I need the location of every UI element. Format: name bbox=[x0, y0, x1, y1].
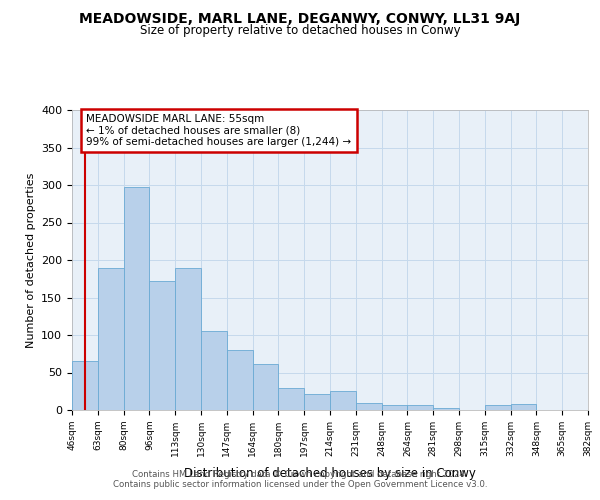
Bar bbox=[253, 364, 278, 410]
Bar bbox=[124, 187, 149, 410]
Bar bbox=[175, 268, 201, 410]
Bar bbox=[278, 388, 304, 410]
Bar bbox=[227, 350, 253, 410]
Y-axis label: Number of detached properties: Number of detached properties bbox=[26, 172, 35, 348]
X-axis label: Distribution of detached houses by size in Conwy: Distribution of detached houses by size … bbox=[184, 467, 476, 480]
Text: MEADOWSIDE, MARL LANE, DEGANWY, CONWY, LL31 9AJ: MEADOWSIDE, MARL LANE, DEGANWY, CONWY, L… bbox=[79, 12, 521, 26]
Bar bbox=[511, 404, 536, 410]
Bar bbox=[433, 408, 459, 410]
Bar bbox=[72, 361, 98, 410]
Bar bbox=[382, 405, 407, 410]
Bar bbox=[304, 394, 330, 410]
Bar bbox=[330, 391, 356, 410]
Bar bbox=[149, 281, 175, 410]
Text: Contains public sector information licensed under the Open Government Licence v3: Contains public sector information licen… bbox=[113, 480, 487, 489]
Bar bbox=[201, 330, 227, 410]
Bar bbox=[356, 402, 382, 410]
Bar bbox=[98, 268, 124, 410]
Bar bbox=[407, 405, 433, 410]
Text: MEADOWSIDE MARL LANE: 55sqm
← 1% of detached houses are smaller (8)
99% of semi-: MEADOWSIDE MARL LANE: 55sqm ← 1% of deta… bbox=[86, 114, 352, 147]
Text: Size of property relative to detached houses in Conwy: Size of property relative to detached ho… bbox=[140, 24, 460, 37]
Text: Contains HM Land Registry data © Crown copyright and database right 2024.: Contains HM Land Registry data © Crown c… bbox=[132, 470, 468, 479]
Bar bbox=[485, 405, 511, 410]
